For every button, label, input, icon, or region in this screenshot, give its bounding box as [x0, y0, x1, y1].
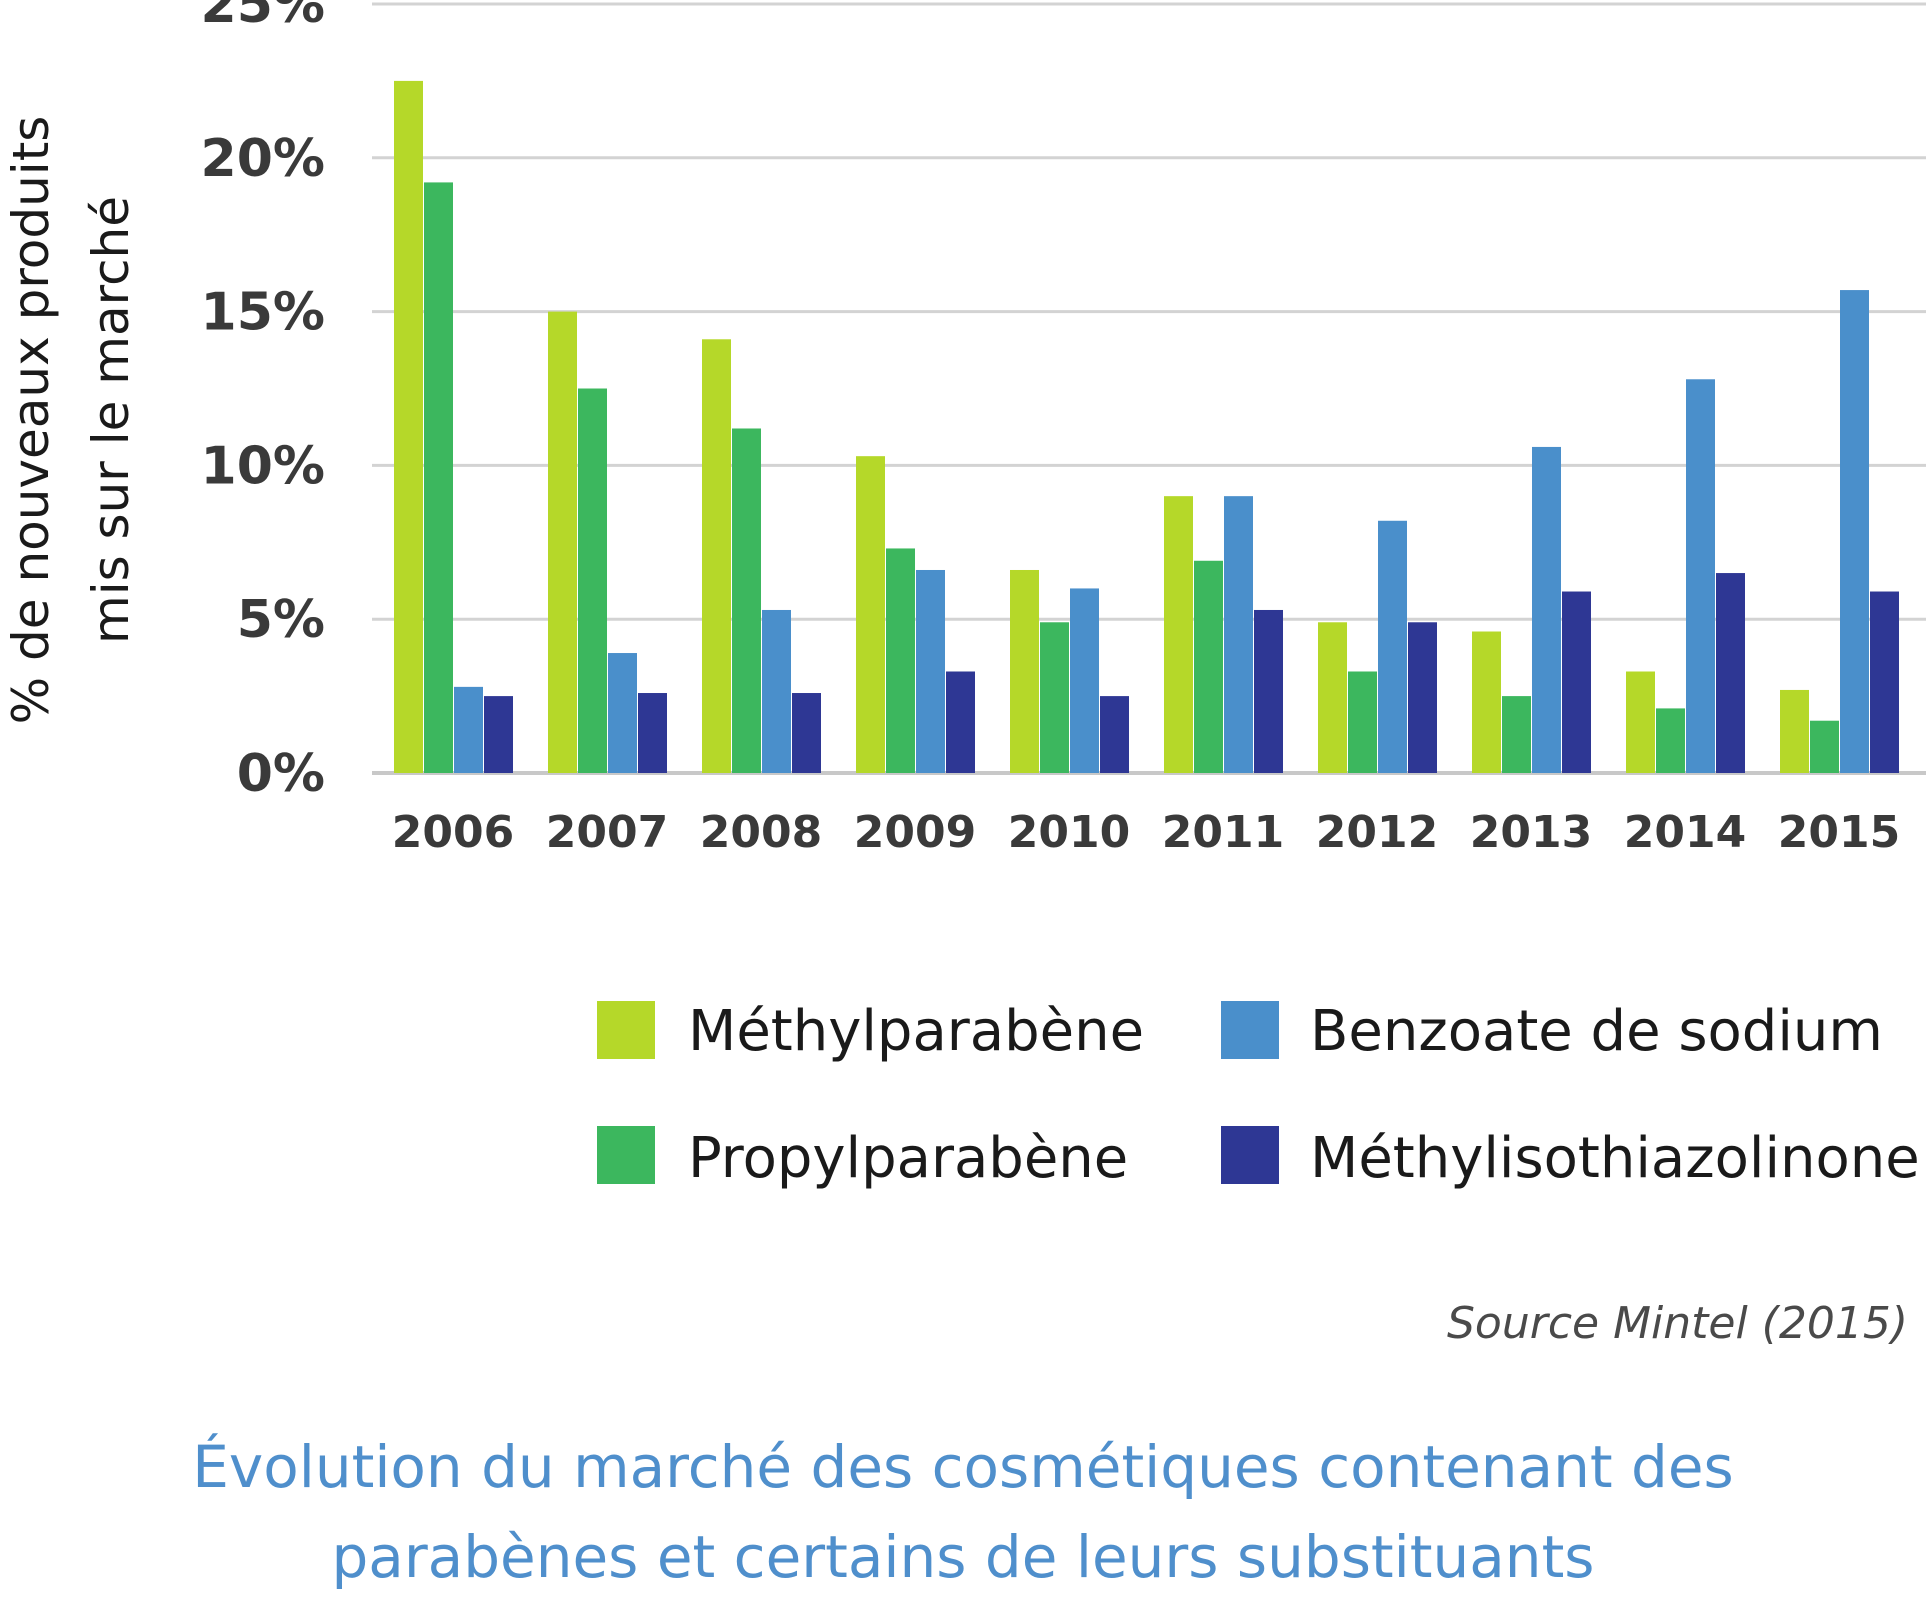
legend-swatch-methylparabene: [597, 1001, 655, 1059]
bar-2007-series-3: [638, 693, 667, 773]
x-axis-ticks: 2006 2007 2008 2009 2010 2011 2012 2013 2014 2015: [392, 807, 1900, 858]
bar-2014-series-3: [1716, 573, 1745, 773]
bar-2008-series-0: [702, 339, 731, 773]
bar-2010-series-3: [1100, 696, 1129, 773]
y-tick-label: 5%: [237, 590, 325, 650]
bar-2012-series-2: [1378, 520, 1407, 773]
legend-label-methylisothiazolinone: Méthylisothiazolinone: [1310, 1126, 1920, 1191]
bar-2015-series-3: [1870, 591, 1899, 773]
bar-2009-series-1: [886, 548, 915, 773]
x-tick-label: 2008: [700, 807, 822, 858]
x-tick-label: 2011: [1162, 807, 1284, 858]
legend-swatch-benzoate-de-sodium: [1221, 1001, 1279, 1059]
bar-2010-series-0: [1010, 569, 1039, 773]
bar-2011-series-0: [1164, 496, 1193, 773]
x-tick-label: 2007: [546, 807, 668, 858]
bar-2014-series-0: [1626, 671, 1655, 773]
x-tick-label: 2006: [392, 807, 514, 858]
bar-2007-series-0: [548, 311, 577, 773]
legend-label-methylparabene: Méthylparabène: [688, 999, 1144, 1064]
bar-2007-series-2: [608, 653, 637, 773]
bar-2013-series-1: [1502, 696, 1531, 773]
bar-2015-series-0: [1780, 689, 1809, 773]
bar-2010-series-1: [1040, 622, 1069, 773]
y-axis-label-line-2: mis sur le marché: [82, 196, 140, 644]
bar-2009-series-3: [946, 671, 975, 773]
bar-2009-series-0: [856, 456, 885, 773]
y-axis-ticks: 0% 5% 10% 15% 20% 25%: [201, 0, 325, 804]
bar-2006-series-2: [454, 686, 483, 773]
x-tick-label: 2015: [1778, 807, 1900, 858]
x-tick-label: 2009: [854, 807, 976, 858]
y-tick-label: 15%: [201, 283, 325, 343]
x-tick-label: 2010: [1008, 807, 1130, 858]
bar-2008-series-2: [762, 609, 791, 773]
bars: [394, 80, 1899, 773]
bar-2009-series-2: [916, 569, 945, 773]
legend-label-propylparabene: Propylparabène: [688, 1126, 1128, 1191]
bar-2013-series-2: [1532, 446, 1561, 773]
x-tick-label: 2013: [1470, 807, 1592, 858]
y-axis-label-line-1: % de nouveaux produits: [2, 116, 60, 725]
bar-2015-series-1: [1810, 720, 1839, 773]
legend-swatch-propylparabene: [597, 1126, 655, 1184]
bar-2008-series-1: [732, 428, 761, 773]
legend-swatch-methylisothiazolinone: [1221, 1126, 1279, 1184]
bar-2012-series-0: [1318, 622, 1347, 773]
bar-2006-series-1: [424, 182, 453, 773]
chart-caption-line-2: parabènes et certains de leurs substitua…: [331, 1523, 1594, 1591]
bar-2012-series-3: [1408, 622, 1437, 773]
bar-2010-series-2: [1070, 588, 1099, 773]
legend: Méthylparabène Propylparabène Benzoate d…: [597, 999, 1920, 1191]
y-tick-label: 20%: [201, 129, 325, 189]
bar-2011-series-3: [1254, 609, 1283, 773]
bar-2013-series-0: [1472, 631, 1501, 773]
bar-2006-series-3: [484, 696, 513, 773]
bar-2006-series-0: [394, 80, 423, 773]
bar-2014-series-1: [1656, 708, 1685, 773]
bar-2011-series-2: [1224, 496, 1253, 773]
y-tick-label: 10%: [201, 436, 325, 496]
chart-caption-line-1: Évolution du marché des cosmétiques cont…: [192, 1432, 1733, 1501]
legend-label-benzoate-de-sodium: Benzoate de sodium: [1310, 999, 1883, 1064]
bar-2008-series-3: [792, 693, 821, 773]
bar-2014-series-2: [1686, 379, 1715, 773]
source-note: Source Mintel (2015): [1447, 1298, 1908, 1349]
bar-2012-series-1: [1348, 671, 1377, 773]
bar-2015-series-2: [1840, 290, 1869, 773]
x-tick-label: 2012: [1316, 807, 1438, 858]
bar-2007-series-1: [578, 388, 607, 773]
bar-2013-series-3: [1562, 591, 1591, 773]
y-tick-label: 0%: [237, 744, 325, 804]
bar-2011-series-1: [1194, 560, 1223, 773]
y-tick-label: 25%: [201, 0, 325, 35]
x-tick-label: 2014: [1624, 807, 1746, 858]
